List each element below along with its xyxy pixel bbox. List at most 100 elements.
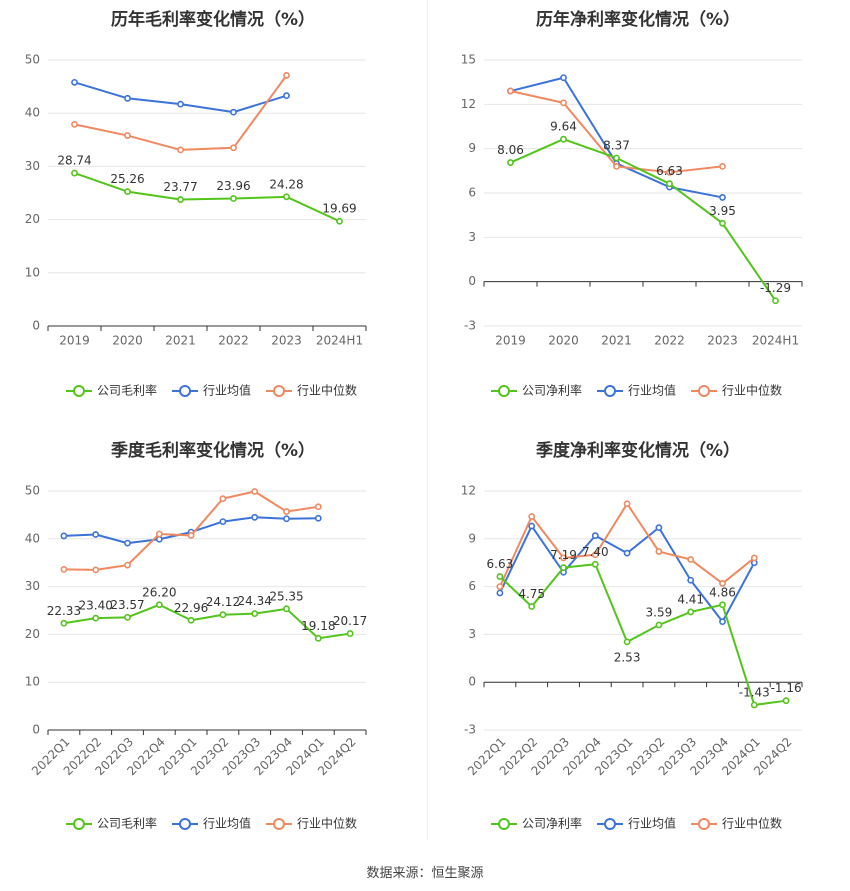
y-tick-label: 40 xyxy=(25,531,40,545)
data-point-median xyxy=(219,495,227,503)
legend-label: 行业均值 xyxy=(628,383,676,398)
data-label: 2.53 xyxy=(614,650,641,664)
data-point-median xyxy=(187,532,195,539)
y-tick-label: 0 xyxy=(32,723,40,737)
x-tick-label: 2022 xyxy=(218,334,249,348)
x-tick-label: 2022 xyxy=(654,334,685,348)
series-line-avg xyxy=(498,525,756,623)
data-point-company xyxy=(283,605,290,613)
data-point-company xyxy=(346,630,354,637)
data-point-company xyxy=(623,638,631,646)
y-tick-label: 50 xyxy=(25,484,40,498)
data-point-avg xyxy=(623,549,631,557)
data-point-median xyxy=(71,120,78,128)
x-tick-label: 2021 xyxy=(601,334,632,348)
data-point-avg xyxy=(283,515,290,523)
y-tick-label: 3 xyxy=(468,230,476,244)
y-tick-label: 50 xyxy=(25,53,40,67)
legend-label: 公司净利率 xyxy=(522,816,582,831)
legend-label: 公司毛利率 xyxy=(97,383,157,398)
y-tick-label: 20 xyxy=(25,627,40,641)
legend-label: 行业均值 xyxy=(203,383,251,398)
data-label: 23.77 xyxy=(163,180,197,194)
data-point-avg xyxy=(655,524,663,532)
data-point-avg xyxy=(71,78,78,86)
data-label: 20.17 xyxy=(333,614,367,628)
data-label: 23.40 xyxy=(79,599,113,613)
legend-marker-icon xyxy=(498,385,510,397)
y-tick-label: 10 xyxy=(25,265,40,279)
data-label: 7.19 xyxy=(550,548,577,562)
data-point-avg xyxy=(496,589,504,597)
data-point-company xyxy=(124,613,131,621)
data-point-company xyxy=(124,188,131,196)
legend-label: 行业中位数 xyxy=(297,816,357,831)
data-label: 19.18 xyxy=(301,619,335,633)
x-tick-label: 2019 xyxy=(59,334,90,348)
data-point-median xyxy=(283,72,290,79)
data-point-company xyxy=(772,297,779,305)
legend-label: 行业中位数 xyxy=(722,383,782,398)
data-label: 24.34 xyxy=(238,594,272,608)
data-point-avg xyxy=(719,194,726,201)
data-point-company xyxy=(687,608,695,616)
data-point-company xyxy=(251,610,259,618)
y-tick-label: 6 xyxy=(468,579,476,593)
data-point-median xyxy=(155,530,163,538)
y-tick-label: -3 xyxy=(464,723,476,737)
data-point-company xyxy=(230,195,237,202)
data-point-company xyxy=(560,564,567,572)
x-tick-label: 2023 xyxy=(271,334,302,348)
data-point-median xyxy=(124,132,131,139)
data-label: 7.40 xyxy=(582,545,609,559)
data-label: 3.95 xyxy=(709,204,736,218)
data-point-median xyxy=(560,554,567,562)
chart-title: 历年净利率变化情况（%） xyxy=(536,9,740,30)
data-point-avg xyxy=(251,513,259,521)
data-label: 23.57 xyxy=(110,598,144,612)
y-tick-label: 12 xyxy=(461,97,476,111)
data-point-median xyxy=(666,168,673,176)
data-point-avg xyxy=(124,539,131,547)
data-point-company xyxy=(591,560,599,568)
data-label: 9.64 xyxy=(550,120,577,134)
series-line-median xyxy=(498,502,755,588)
data-point-company xyxy=(177,196,184,203)
series-line-median xyxy=(74,74,288,151)
y-tick-label: 12 xyxy=(461,484,476,498)
data-label: 25.35 xyxy=(269,589,303,603)
data-label: 4.86 xyxy=(709,585,736,599)
legend-marker-icon xyxy=(498,818,510,830)
legend-marker-icon xyxy=(604,818,616,830)
data-point-avg xyxy=(124,94,131,102)
y-tick-label: 9 xyxy=(468,531,476,545)
legend-marker-icon xyxy=(698,818,710,830)
legend-marker-icon xyxy=(698,385,710,397)
y-tick-label: 9 xyxy=(468,141,476,155)
legend-marker-icon xyxy=(179,385,191,397)
x-tick-label: 2019 xyxy=(495,334,526,348)
data-point-avg xyxy=(560,74,567,82)
data-point-company xyxy=(719,601,726,609)
data-label: 28.74 xyxy=(57,154,91,168)
data-point-avg xyxy=(314,514,322,522)
legend-marker-icon xyxy=(604,385,616,397)
data-point-avg xyxy=(177,100,184,108)
data-point-median xyxy=(719,580,726,587)
data-label: 8.37 xyxy=(603,138,630,152)
series-line-company xyxy=(510,138,777,302)
data-point-avg xyxy=(60,532,68,540)
data-label: -1.16 xyxy=(771,681,802,695)
data-point-avg xyxy=(528,522,536,530)
data-point-company xyxy=(719,219,726,227)
data-label: 26.20 xyxy=(142,585,176,599)
data-point-company xyxy=(219,611,227,619)
data-point-median xyxy=(687,556,695,563)
data-point-company xyxy=(613,154,620,162)
data-point-avg xyxy=(719,618,726,626)
data-point-median xyxy=(92,566,100,574)
data-label: 23.96 xyxy=(216,179,250,193)
data-point-median xyxy=(314,503,322,511)
legend-marker-icon xyxy=(273,818,285,830)
